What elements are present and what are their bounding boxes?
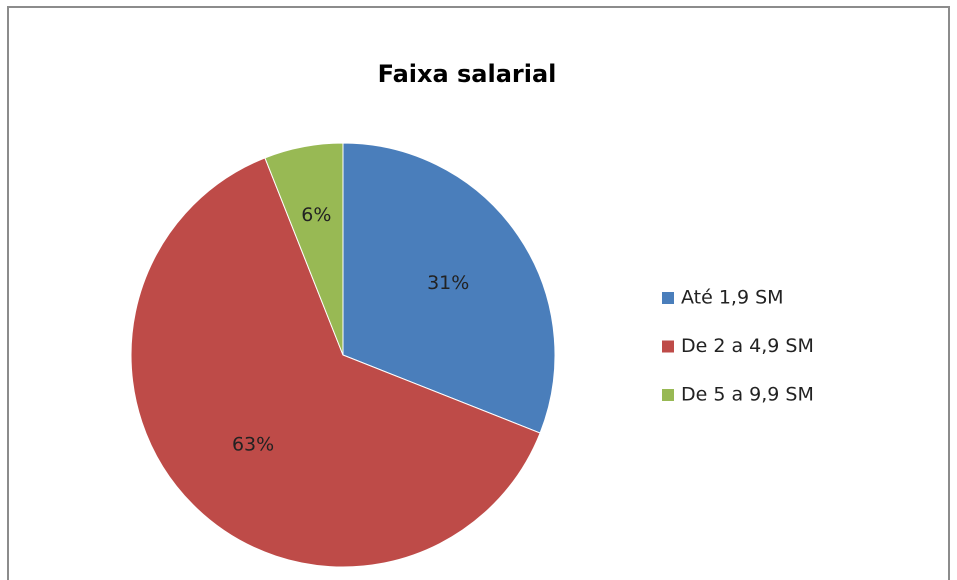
legend-label: De 2 a 4,9 SM [681,335,814,357]
chart-title: Faixa salarial [378,60,557,88]
data-label: 6% [301,204,331,226]
legend-swatch [662,340,674,353]
pie-slice [130,157,541,568]
data-label: 31% [427,272,469,294]
data-label: 63% [232,433,274,455]
legend-label: Até 1,9 SM [681,287,784,309]
pie-slice [342,142,556,434]
legend-label: De 5 a 9,9 SM [681,384,814,406]
legend-swatch [662,292,674,304]
pie-slice [264,142,344,356]
legend-swatch [662,389,674,401]
